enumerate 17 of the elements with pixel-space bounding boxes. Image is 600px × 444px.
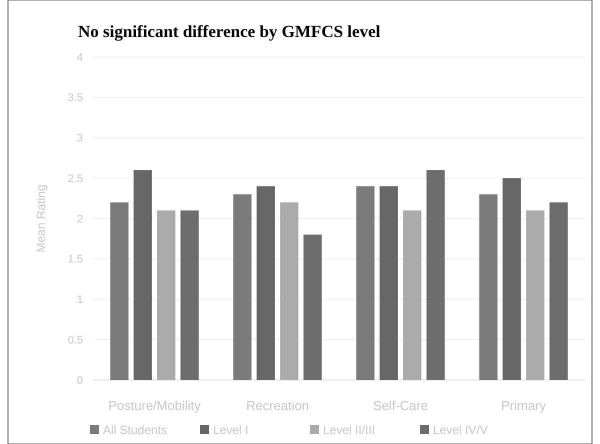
bar xyxy=(157,210,176,380)
chart-title: No significant difference by GMFCS level xyxy=(78,22,381,41)
bar xyxy=(280,202,298,380)
bar xyxy=(110,202,128,380)
bar xyxy=(479,194,498,380)
bar xyxy=(426,170,445,380)
bar xyxy=(304,234,322,380)
bar xyxy=(134,170,152,380)
bar xyxy=(380,186,398,380)
bar xyxy=(233,194,252,380)
bar xyxy=(180,210,199,380)
bar xyxy=(502,178,521,380)
bar xyxy=(403,210,422,380)
bar xyxy=(526,210,544,380)
bar xyxy=(550,202,568,380)
bar xyxy=(356,186,374,380)
bar xyxy=(256,186,275,380)
